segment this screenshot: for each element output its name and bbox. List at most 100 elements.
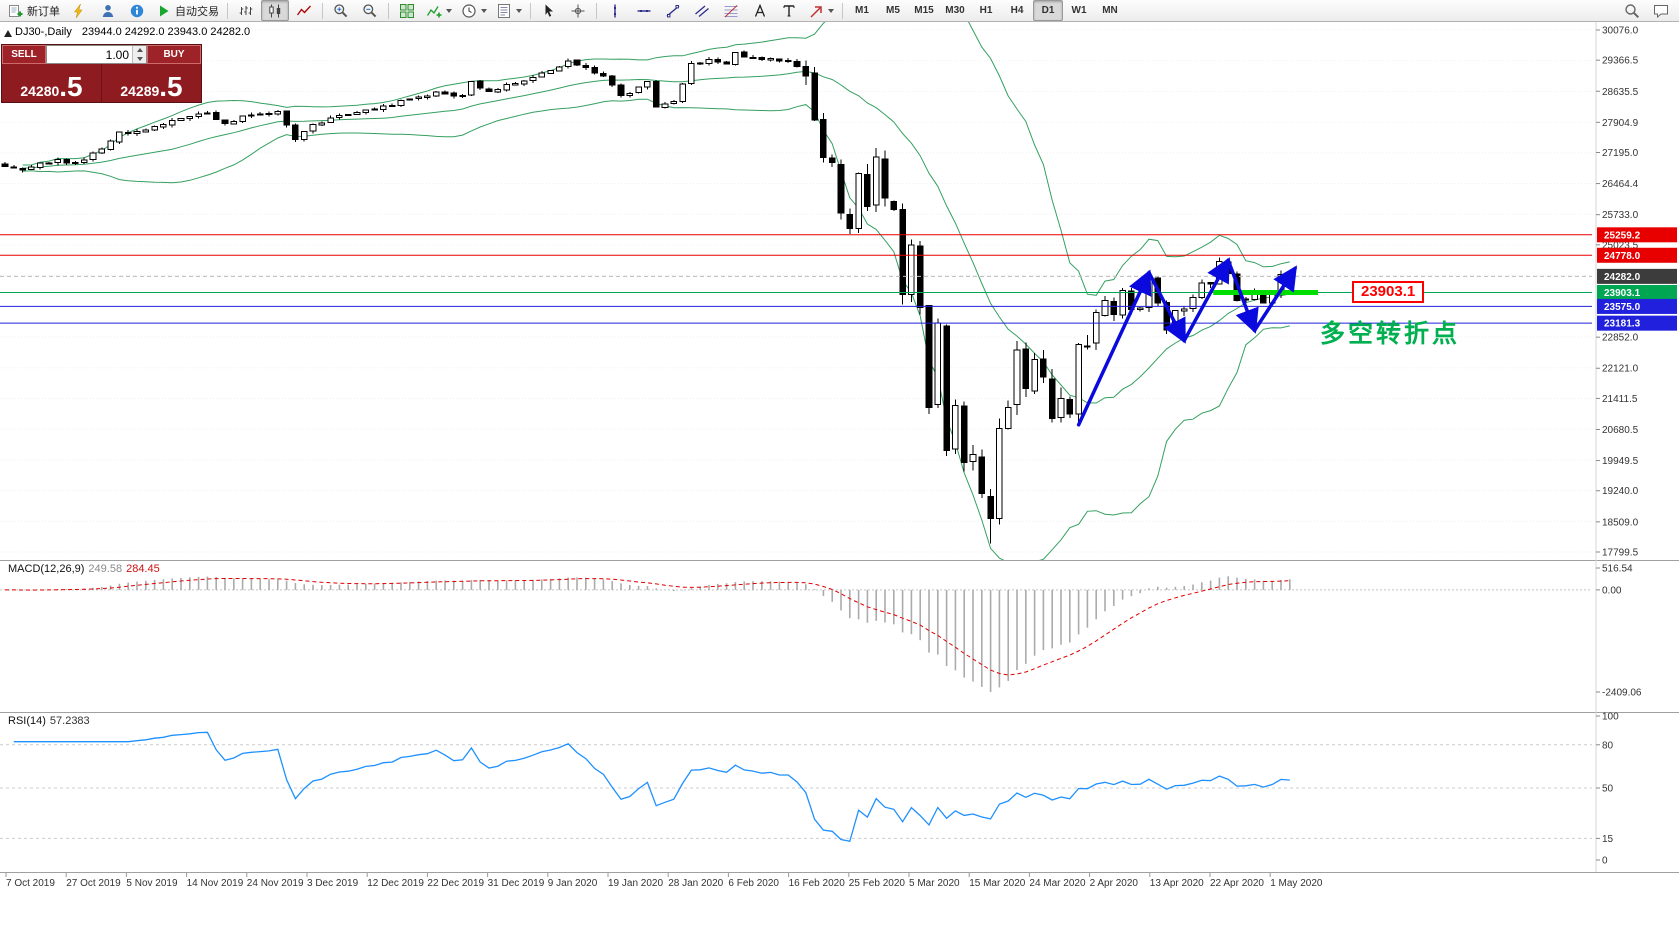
price-axis-label: 20680.5 — [1602, 425, 1639, 436]
macd-main-value: 249.58 — [88, 563, 123, 575]
price-axis[interactable]: 30076.0 29366.5 28635.5 27904.9 27195.0 26464… — [1596, 26, 1677, 867]
symbol-search-button[interactable] — [1618, 0, 1646, 21]
trendline-button[interactable] — [659, 0, 687, 21]
channel-button[interactable] — [688, 0, 716, 21]
price-level-box-label: 23181.3 — [1604, 319, 1641, 330]
new-order-button[interactable]: 新订单 — [4, 0, 64, 21]
chat-button[interactable] — [1647, 0, 1675, 21]
price-axis-label: 22121.0 — [1602, 364, 1639, 375]
trend-arrow[interactable] — [1226, 258, 1259, 334]
vertical-line-icon — [614, 4, 616, 17]
price-axis-label: 25733.0 — [1602, 210, 1639, 221]
sell-price-big: .5 — [59, 71, 83, 103]
zoom-out-button[interactable] — [356, 0, 384, 21]
zoom-in-button[interactable] — [327, 0, 355, 21]
period-menu-button[interactable] — [457, 0, 491, 21]
one-click-panel-toggle-icon[interactable] — [4, 30, 12, 37]
period-menu-icon — [462, 3, 476, 18]
volume-field[interactable]: 1.00 — [46, 45, 147, 64]
volume-spinner[interactable] — [132, 46, 146, 63]
trend-arrow[interactable] — [1252, 265, 1297, 333]
time-axis-label: 22 Apr 2020 — [1210, 878, 1264, 889]
algo-trading-icon — [160, 5, 169, 16]
price-axis-label: 22852.0 — [1602, 333, 1639, 344]
chart-area: 30076.0 29366.5 28635.5 27904.9 27195.0 26464… — [0, 22, 1679, 945]
label-button[interactable] — [775, 0, 803, 21]
tile-windows-button[interactable] — [393, 0, 421, 21]
fibonacci-button[interactable] — [717, 0, 745, 21]
toolbar-separator — [388, 2, 389, 19]
price-axis-label: 27904.9 — [1602, 118, 1639, 129]
volume-value[interactable]: 1.00 — [105, 48, 129, 62]
candle-chart-button[interactable] — [261, 0, 289, 21]
indicators-button[interactable] — [422, 0, 456, 21]
time-axis-label: 5 Nov 2019 — [126, 878, 178, 889]
timeframe-button-m1-label: M1 — [855, 5, 869, 16]
price-level-box — [1597, 284, 1677, 300]
timeframe-button-h4[interactable]: H4 — [1002, 0, 1032, 21]
crosshair-button[interactable] — [564, 0, 592, 21]
timeframe-button-h1[interactable]: H1 — [971, 0, 1001, 21]
buy-button[interactable]: BUY — [147, 45, 201, 64]
timeframe-button-m5[interactable]: M5 — [878, 0, 908, 21]
price-level-box — [1597, 247, 1677, 263]
trend-arrow[interactable] — [1076, 269, 1152, 427]
horizontal-line-button[interactable] — [630, 0, 658, 21]
price-level-callout[interactable]: 23903.1 — [1352, 281, 1425, 303]
spinner-down-icon[interactable] — [133, 54, 146, 63]
algo-trading-button[interactable]: 自动交易 — [152, 0, 223, 21]
symbol-period-label: DJ30-,Daily — [15, 26, 72, 38]
timeframe-button-m15-label: M15 — [914, 5, 934, 16]
bar-chart-button[interactable] — [232, 0, 260, 21]
market-watch-button[interactable] — [65, 0, 93, 21]
rsi-axis-label: 100 — [1602, 712, 1619, 723]
symbol-search-icon — [1625, 3, 1640, 18]
timeframe-button-mn[interactable]: MN — [1095, 0, 1125, 21]
timeframe-button-m30[interactable]: M30 — [940, 0, 970, 21]
help-icon — [130, 4, 144, 17]
line-chart-button[interactable] — [290, 0, 318, 21]
timeframe-button-m15[interactable]: M15 — [909, 0, 939, 21]
chevron-down-icon — [828, 8, 834, 13]
time-axis-label: 24 Nov 2019 — [247, 878, 304, 889]
timeframe-button-mn-label: MN — [1102, 5, 1118, 16]
vertical-line-button[interactable] — [601, 0, 629, 21]
sell-button[interactable]: SELL — [2, 45, 46, 64]
time-axis-label: 1 May 2020 — [1270, 878, 1323, 889]
time-axis-label: 22 Dec 2019 — [427, 878, 484, 889]
price-axis-label: 17799.5 — [1602, 548, 1639, 559]
sell-price[interactable]: 24280 .5 — [2, 64, 101, 102]
macd-axis-label: -2409.06 — [1602, 688, 1642, 699]
trend-arrow[interactable] — [1182, 257, 1230, 343]
price-axis-label: 18509.0 — [1602, 517, 1639, 528]
time-axis[interactable]: 7 Oct 2019 27 Oct 2019 5 Nov 2019 14 Nov 20… — [5, 873, 1323, 889]
buy-price[interactable]: 24289 .5 — [101, 64, 201, 102]
time-axis-label: 7 Oct 2019 — [6, 878, 55, 889]
time-axis-label: 25 Feb 2020 — [849, 878, 906, 889]
arrows-button[interactable] — [804, 0, 838, 21]
help-button[interactable] — [123, 0, 151, 21]
timeframe-button-w1[interactable]: W1 — [1064, 0, 1094, 21]
profile-button[interactable] — [94, 0, 122, 21]
text-button[interactable] — [746, 0, 774, 21]
price-axis-label: 29366.5 — [1602, 56, 1639, 67]
timeframe-button-w1-label: W1 — [1071, 5, 1087, 16]
price-axis-label: 27195.0 — [1602, 148, 1639, 159]
zoom-in-icon — [334, 3, 348, 17]
timeframe-button-m1[interactable]: M1 — [847, 0, 877, 21]
price-axis-label: 19949.5 — [1602, 456, 1639, 467]
templates-button[interactable] — [492, 0, 526, 21]
price-axis-label: 19240.0 — [1602, 486, 1639, 497]
timeframe-button-h1-label: H1 — [979, 5, 993, 16]
algo-trading-button-label: 自动交易 — [175, 5, 219, 18]
trend-arrow[interactable] — [1147, 270, 1186, 344]
line-chart-icon — [296, 5, 311, 15]
timeframe-button-d1[interactable]: D1 — [1033, 0, 1063, 21]
one-click-trading-panel: SELL 1.00 BUY 24280 .5 24289 .5 — [1, 44, 202, 103]
price-level-box — [1597, 227, 1677, 243]
time-axis-label: 14 Nov 2019 — [187, 878, 244, 889]
turning-point-annotation: 多空转折点 — [1320, 320, 1461, 348]
cursor-button[interactable] — [535, 0, 563, 21]
templates-icon — [498, 3, 510, 18]
spinner-up-icon[interactable] — [133, 46, 146, 55]
